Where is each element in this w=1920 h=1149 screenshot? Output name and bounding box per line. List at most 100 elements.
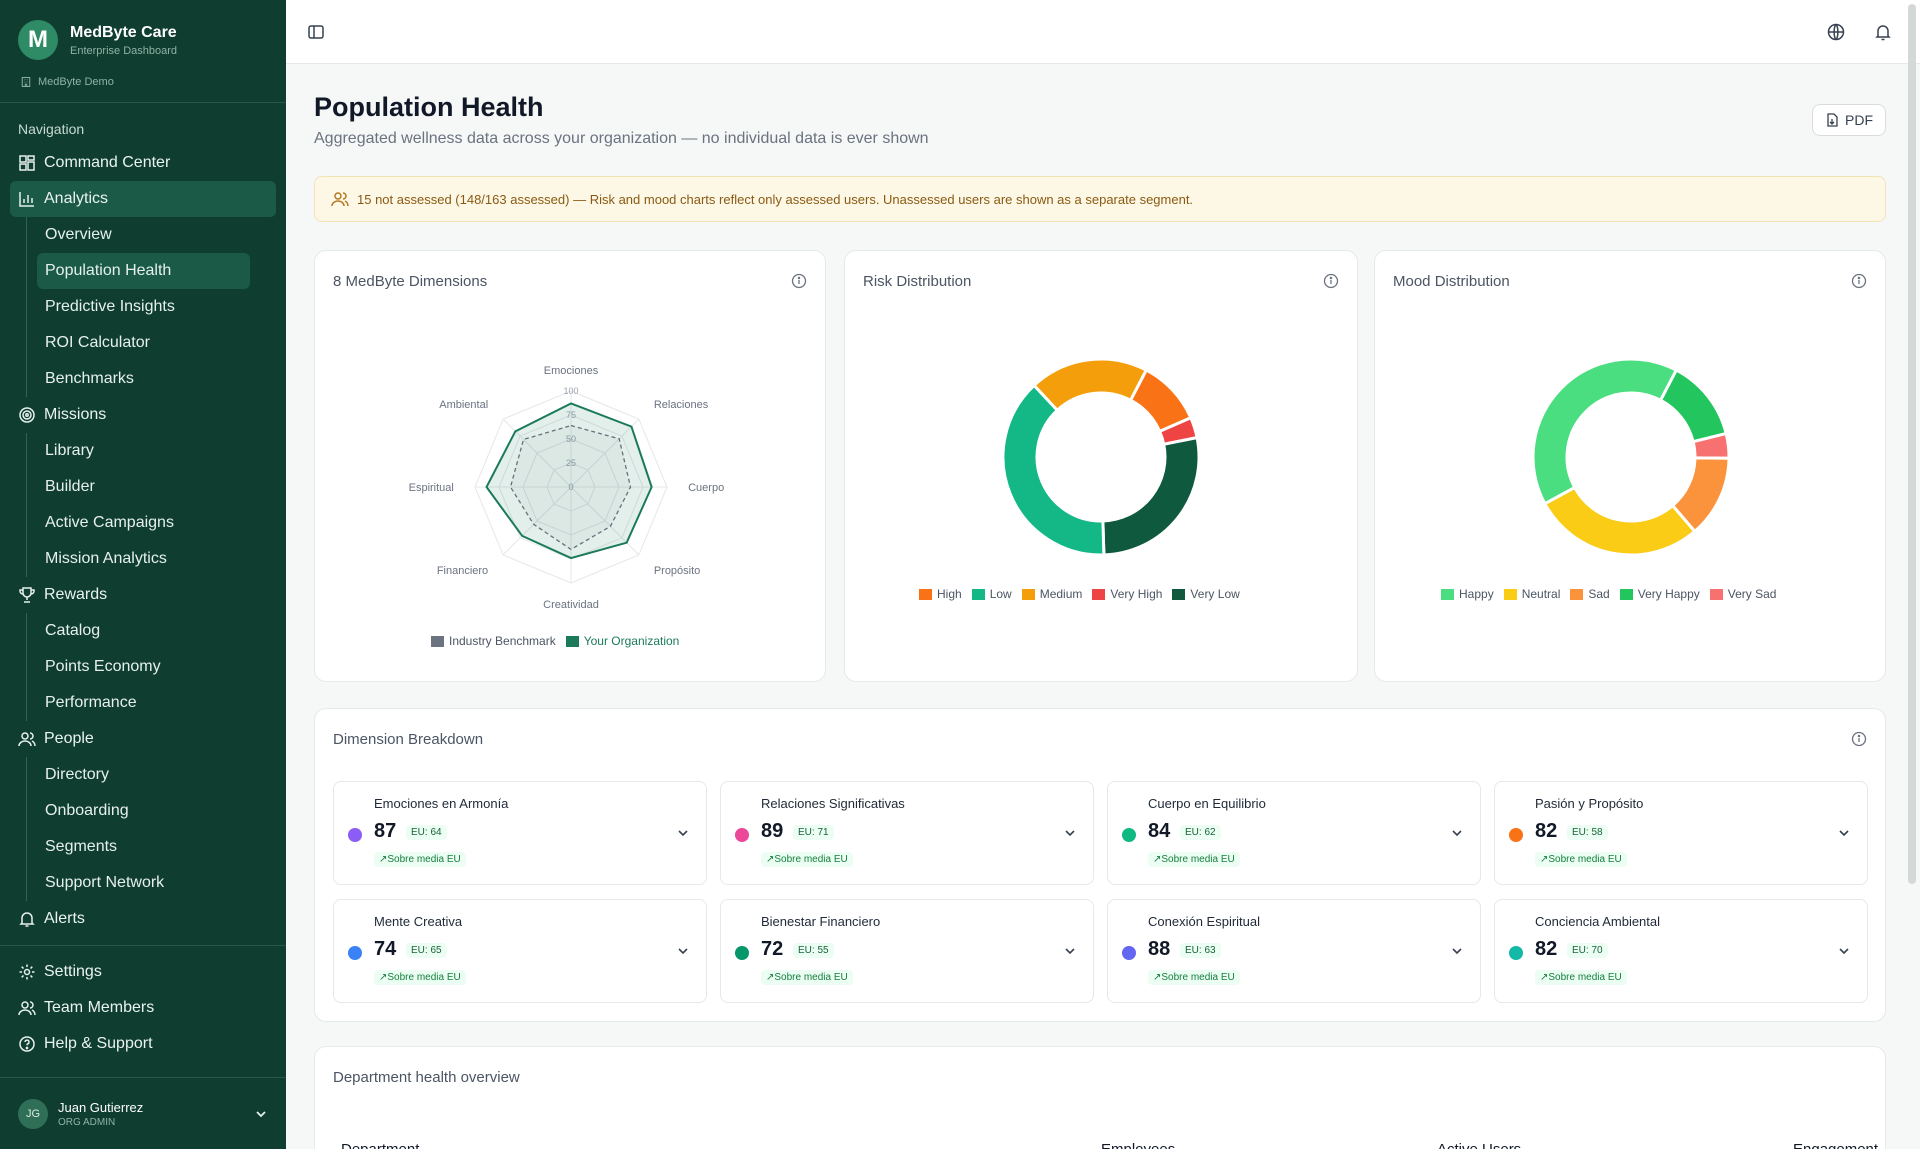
- legend-label: Low: [989, 587, 1012, 601]
- dimension-score: 72: [761, 938, 784, 960]
- legend-label: Very Low: [1190, 587, 1240, 601]
- bell-icon[interactable]: [1873, 22, 1893, 42]
- trend-label: Sobre media EU: [774, 854, 848, 865]
- nav-settings[interactable]: Settings: [0, 954, 286, 990]
- legend-item[interactable]: Very Low: [1172, 587, 1240, 601]
- grid-icon: [19, 155, 35, 171]
- dimension-card[interactable]: Conexión Espiritual 88 EU: 63 ↗Sobre media …: [1107, 899, 1481, 1003]
- legend-item[interactable]: Medium: [1021, 587, 1082, 601]
- trend-label: Sobre media EU: [774, 972, 848, 983]
- dimension-card[interactable]: Bienestar Financiero 72 EU: 55 ↗Sobre media…: [720, 899, 1094, 1003]
- nav-command-center[interactable]: Command Center: [0, 145, 286, 181]
- dimension-name: Conexión Espiritual: [1148, 914, 1261, 929]
- sidebar-item-builder[interactable]: Builder: [45, 478, 95, 495]
- nav-people[interactable]: People: [0, 721, 286, 757]
- scrollbar[interactable]: [1908, 4, 1916, 884]
- radar-spoke: [570, 418, 640, 488]
- dimension-card[interactable]: Emociones en Armonía 87 EU: 64 ↗Sobre media…: [333, 781, 707, 885]
- mood-donut-chart: [1531, 357, 1731, 557]
- dimension-card[interactable]: Cuerpo en Equilibrio 84 EU: 62 ↗Sobre media…: [1107, 781, 1481, 885]
- donut-slice-low[interactable]: [1001, 383, 1106, 557]
- nav-missions[interactable]: Missions: [0, 397, 286, 433]
- dimension-card[interactable]: Relaciones Significativas 89 EU: 71 ↗Sobre …: [720, 781, 1094, 885]
- donut-slice-happy[interactable]: [1531, 357, 1679, 506]
- legend-item[interactable]: Neutral: [1503, 587, 1560, 601]
- dimension-card[interactable]: Conciencia Ambiental 82 EU: 70 ↗Sobre media…: [1494, 899, 1868, 1003]
- legend-item[interactable]: Very Happy: [1619, 587, 1700, 601]
- radar-tick-label: 75: [566, 410, 576, 420]
- legend-item[interactable]: Low: [971, 587, 1012, 601]
- legend-label: Happy: [1459, 587, 1494, 601]
- chevron-down-icon[interactable]: [1450, 826, 1464, 840]
- radar-title: 8 MedByte Dimensions: [333, 273, 488, 290]
- sidebar-item-roi-calculator[interactable]: ROI Calculator: [45, 334, 150, 351]
- chevron-down-icon[interactable]: [1837, 944, 1851, 958]
- nav-analytics[interactable]: Analytics: [10, 181, 276, 217]
- sidebar-item-active-campaigns[interactable]: Active Campaigns: [45, 514, 174, 531]
- chevron-down-icon[interactable]: [1450, 944, 1464, 958]
- chevron-down-icon[interactable]: [676, 826, 690, 840]
- column-header-active-users[interactable]: Active Users: [1437, 1141, 1521, 1149]
- brand[interactable]: M MedByte Care Enterprise Dashboard: [0, 0, 286, 72]
- sidebar-item-population-health[interactable]: Population Health: [37, 253, 250, 289]
- dimension-score: 82: [1535, 820, 1558, 842]
- info-icon[interactable]: [791, 273, 807, 289]
- legend-item[interactable]: Happy: [1441, 587, 1494, 601]
- sidebar-item-mission-analytics[interactable]: Mission Analytics: [45, 550, 167, 567]
- column-header-engagement[interactable]: Engagement: [1793, 1141, 1878, 1149]
- trophy-icon: [19, 587, 35, 603]
- page-subtitle: Aggregated wellness data across your org…: [314, 130, 929, 147]
- dimension-card[interactable]: Pasión y Propósito 82 EU: 58 ↗Sobre media E…: [1494, 781, 1868, 885]
- nav-rewards[interactable]: Rewards: [0, 577, 286, 613]
- users-icon: [18, 732, 36, 747]
- donut-slice-medium[interactable]: [1031, 357, 1149, 413]
- legend-item[interactable]: Very Sad: [1709, 587, 1776, 601]
- nav-help[interactable]: Help & Support: [0, 1026, 286, 1062]
- info-icon[interactable]: [1851, 731, 1867, 747]
- legend-item[interactable]: Very High: [1092, 587, 1162, 601]
- org-label: MedByte Demo: [0, 72, 286, 103]
- legend-item[interactable]: High: [919, 587, 962, 601]
- column-header-employees[interactable]: Employees: [1101, 1141, 1175, 1149]
- sidebar-item-benchmarks[interactable]: Benchmarks: [45, 370, 134, 387]
- nav-alerts[interactable]: Alerts: [0, 901, 286, 937]
- sidebar-item-overview[interactable]: Overview: [45, 226, 112, 243]
- sidebar-item-predictive-insights[interactable]: Predictive Insights: [45, 298, 175, 315]
- nav-team-members[interactable]: Team Members: [0, 990, 286, 1026]
- users-icon: [18, 1001, 36, 1016]
- sidebar-item-performance[interactable]: Performance: [45, 694, 137, 711]
- info-icon[interactable]: [1851, 273, 1867, 289]
- donut-slice-neutral[interactable]: [1542, 485, 1697, 557]
- sidebar-item-points-economy[interactable]: Points Economy: [45, 658, 161, 675]
- org-name: MedByte Demo: [38, 76, 114, 88]
- chevron-down-icon[interactable]: [1837, 826, 1851, 840]
- sidebar-toggle-icon[interactable]: [306, 22, 326, 42]
- dimension-score: 89: [761, 820, 784, 842]
- chevron-down-icon[interactable]: [676, 944, 690, 958]
- sidebar-item-library[interactable]: Library: [45, 442, 94, 459]
- sidebar-item-segments[interactable]: Segments: [45, 838, 118, 855]
- legend-swatch: [1172, 588, 1186, 600]
- sidebar-item-catalog[interactable]: Catalog: [45, 622, 101, 639]
- sidebar-item-support-network[interactable]: Support Network: [45, 874, 165, 891]
- chevron-down-icon[interactable]: [1063, 944, 1077, 958]
- chevron-down-icon[interactable]: [254, 1107, 268, 1121]
- pdf-export-button[interactable]: PDF: [1812, 104, 1886, 136]
- dimension-color-dot: [735, 828, 749, 842]
- info-icon[interactable]: [1323, 273, 1339, 289]
- trend-label: Sobre media EU: [1161, 854, 1235, 865]
- user-menu[interactable]: JG Juan Gutierrez ORG ADMIN: [0, 1077, 286, 1149]
- column-header-department[interactable]: Department: [341, 1141, 419, 1149]
- radar-axis-label: Cuerpo: [688, 482, 724, 494]
- dimension-card[interactable]: Mente Creativa 74 EU: 65 ↗Sobre media EU: [333, 899, 707, 1003]
- legend-item-organization[interactable]: Your Organization: [565, 634, 679, 648]
- sidebar-item-onboarding[interactable]: Onboarding: [45, 802, 129, 819]
- legend-item-benchmark[interactable]: Industry Benchmark: [431, 634, 556, 648]
- legend-item[interactable]: Sad: [1570, 587, 1610, 601]
- donut-slice-very-low[interactable]: [1101, 435, 1201, 557]
- globe-icon[interactable]: [1826, 22, 1846, 42]
- sidebar-item-directory[interactable]: Directory: [45, 766, 110, 783]
- chevron-down-icon[interactable]: [1063, 826, 1077, 840]
- mood-title: Mood Distribution: [1393, 273, 1510, 290]
- missions-submenu: Library Builder Active Campaigns Mission…: [26, 433, 286, 577]
